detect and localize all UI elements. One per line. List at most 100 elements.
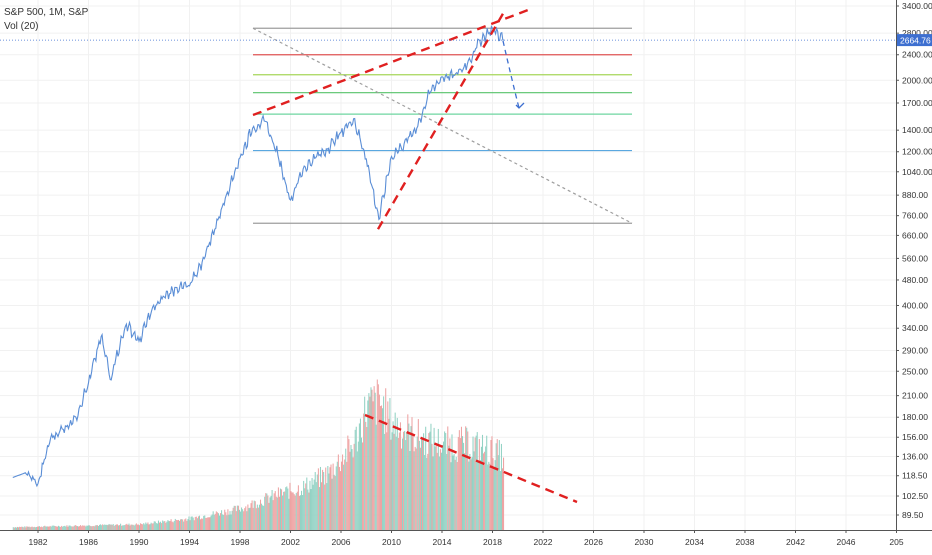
volume-bar — [70, 526, 72, 530]
volume-bar — [427, 453, 429, 530]
price-tick-label: 180.00 — [902, 412, 928, 422]
volume-bar — [478, 438, 480, 530]
volume-bar — [177, 519, 179, 530]
volume-bar — [109, 524, 111, 530]
volume-bar — [190, 516, 192, 530]
volume-bar — [315, 482, 317, 530]
volume-bar — [297, 485, 299, 530]
volume-bar — [407, 414, 409, 530]
volume-bar — [342, 454, 344, 530]
volume-bar — [317, 468, 319, 530]
volume-bar — [295, 493, 297, 530]
volume-bar — [63, 526, 65, 530]
volume-bar — [446, 453, 448, 530]
price-tick-label: 3400.00 — [902, 1, 932, 11]
volume-bar — [91, 526, 93, 530]
volume-bar — [424, 454, 426, 530]
volume-bar — [217, 513, 219, 530]
volume-bar — [321, 482, 323, 530]
volume-bar — [455, 456, 457, 530]
volume-bar — [374, 392, 376, 530]
volume-bar — [79, 526, 81, 530]
volume-bar — [57, 525, 60, 530]
volume-bar — [325, 467, 327, 530]
volume-bar — [479, 460, 481, 530]
volume-bar — [76, 526, 78, 530]
volume-bar — [111, 524, 113, 530]
volume-bar — [324, 484, 326, 530]
volume-trend-line — [364, 413, 578, 504]
volume-bar — [55, 526, 57, 530]
price-tick-label: 400.00 — [902, 300, 928, 310]
volume-bar — [18, 527, 20, 530]
volume-bar — [467, 431, 469, 530]
volume-bar — [126, 523, 128, 530]
volume-bar — [311, 478, 313, 530]
volume-bar — [160, 521, 162, 530]
volume-bar — [211, 514, 213, 530]
volume-bar — [408, 423, 410, 530]
volume-bar — [376, 379, 378, 530]
price-tick-label: 1200.00 — [902, 147, 932, 157]
volume-bar — [352, 457, 354, 530]
volume-bar — [214, 513, 216, 530]
volume-bar — [67, 526, 69, 530]
volume-bar — [271, 490, 273, 530]
volume-bar — [431, 443, 433, 530]
volume-bar — [34, 527, 36, 530]
volume-title[interactable]: Vol (20) — [4, 21, 39, 32]
volume-bar — [141, 523, 143, 530]
volume-bar — [221, 510, 223, 530]
volume-bar — [369, 396, 371, 530]
volume-bar — [495, 443, 497, 530]
volume-bar — [71, 526, 73, 530]
volume-bar — [227, 509, 229, 530]
volume-bar — [426, 457, 428, 530]
volume-bar — [22, 526, 24, 530]
volume-bar — [397, 437, 399, 530]
volume-bar — [191, 516, 193, 530]
volume-bar — [134, 524, 136, 530]
volume-bar — [198, 515, 201, 530]
volume-bar — [471, 457, 473, 530]
volume-bar — [370, 387, 372, 530]
volume-bar — [28, 526, 30, 530]
volume-bar — [45, 526, 47, 530]
volume-bar — [405, 440, 407, 530]
volume-bar — [383, 396, 385, 530]
volume-bar — [36, 526, 38, 530]
volume-bar — [100, 524, 102, 530]
volume-bar — [339, 471, 341, 530]
volume-bar — [283, 491, 285, 530]
volume-bar — [123, 525, 125, 530]
volume-bar — [363, 413, 365, 530]
time-tick-label: 1986 — [79, 537, 98, 547]
volume-bar — [181, 519, 183, 530]
volume-bar — [442, 445, 444, 530]
symbol-title[interactable]: S&P 500, 1M, S&P — [4, 7, 89, 18]
volume-bar — [20, 526, 22, 530]
volume-bar — [335, 466, 337, 530]
price-tick-label: 560.00 — [902, 253, 928, 263]
volume-bar — [158, 522, 161, 530]
volume-bar — [61, 525, 63, 530]
volume-bar — [334, 476, 336, 530]
volume-bar — [270, 495, 272, 530]
volume-bar — [83, 525, 85, 530]
time-tick-label: 1994 — [180, 537, 199, 547]
upper-trend-line — [252, 6, 534, 117]
volume-bar — [430, 423, 432, 530]
volume-bar — [19, 526, 21, 530]
volume-bar — [32, 527, 34, 530]
volume-bar — [390, 439, 392, 530]
price-tick-label: 89.50 — [902, 510, 924, 520]
volume-bar — [318, 487, 320, 530]
volume-bar — [105, 524, 107, 530]
volume-bar — [420, 439, 423, 530]
volume-bar — [253, 500, 255, 530]
volume-bar — [65, 526, 67, 530]
volume-bar — [204, 515, 206, 530]
volume-bar — [195, 516, 197, 530]
volume-bar — [323, 472, 325, 530]
